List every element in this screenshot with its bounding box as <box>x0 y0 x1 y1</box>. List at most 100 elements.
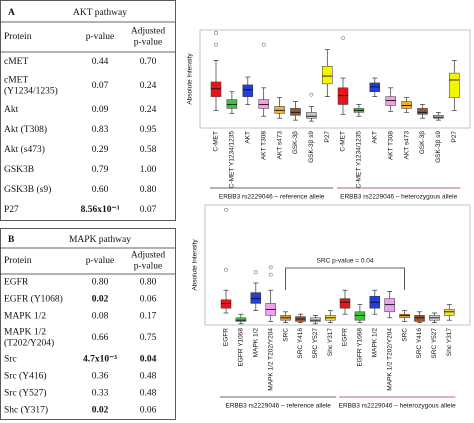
outlier <box>309 92 314 97</box>
box <box>250 292 262 304</box>
category-label: C-MET Y1234/1235 <box>356 131 363 189</box>
table-cell: EGFR <box>4 278 29 288</box>
box <box>310 317 321 322</box>
box <box>354 311 366 321</box>
box <box>258 99 269 109</box>
table-border <box>0 228 176 420</box>
category-label: GSK-3β s9 <box>308 131 315 163</box>
table-header: p-value <box>134 38 163 48</box>
significance-bracket <box>285 267 405 290</box>
category-label: Shc Y317 <box>446 328 453 356</box>
table-cell: 0.29 <box>92 145 109 155</box>
table-header: Adjusted <box>131 251 166 261</box>
category-label: SRC Y527 <box>312 328 319 359</box>
table-cell: Akt (T308) <box>4 124 47 135</box>
table-cell: 0.02 <box>92 406 109 416</box>
box <box>401 101 412 109</box>
category-label: GSK-3β <box>292 131 299 155</box>
table-cell: 0.70 <box>140 57 157 67</box>
table-cell: Src (Y527) <box>4 388 46 399</box>
box <box>433 115 444 119</box>
table-title: AKT pathway <box>73 8 127 18</box>
category-label: AKT <box>372 131 379 144</box>
table-cell: Src (Y416) <box>4 371 46 382</box>
table-cell: cMET <box>4 57 28 67</box>
category-label: EGFR <box>223 328 230 346</box>
category-label: EGFR Y1068 <box>238 328 245 367</box>
box <box>339 298 351 309</box>
box <box>414 315 425 322</box>
table-cell: 0.80 <box>140 185 157 195</box>
category-label: MAPK 1/2 T202/Y204 <box>386 328 393 391</box>
table-header: p-value <box>86 32 115 42</box>
category-label: SRC Y416 <box>297 328 304 359</box>
category-label: GSK-3β s9 <box>435 131 442 163</box>
table-border <box>0 0 176 221</box>
table-cell: 0.44 <box>92 57 109 67</box>
table-cell: Akt <box>4 105 19 115</box>
table-cell: 0.95 <box>140 125 157 135</box>
table-cell: MAPK 1/2 <box>4 312 46 322</box>
table-cell: 0.17 <box>140 312 157 322</box>
group-label: ERBB3 rs2229046 – heterozygous allele <box>339 403 456 410</box>
category-label: MAPK 1/2 <box>372 328 379 358</box>
table-cell: 0.60 <box>92 185 109 195</box>
group-label: ERBB3 rs2229046 – reference allele <box>225 403 331 410</box>
category-label: GSK-3β <box>419 131 426 155</box>
table-cell: cMET <box>4 76 28 86</box>
table-cell: 0.06 <box>140 295 157 305</box>
table-cell: 0.79 <box>92 165 109 175</box>
group-label: ERBB3 rs2229046 – heterozygous allele <box>340 194 457 201</box>
table-cell: 0.08 <box>92 312 109 322</box>
table-cell: 0.83 <box>92 125 109 135</box>
category-label: SRC <box>282 328 289 342</box>
table-cell: Src <box>4 355 17 365</box>
y-axis-label: Absolute Intensity <box>192 239 199 291</box>
box <box>322 66 333 85</box>
category-label: SRC <box>401 328 408 342</box>
table-cell: EGFR (Y1068) <box>4 294 63 305</box>
category-label: EGFR Y1068 <box>357 328 364 367</box>
table-header: Protein <box>4 32 32 42</box>
table-cell: 0.02 <box>92 295 109 305</box>
table-cell: 4.7x10⁻³ <box>83 355 117 365</box>
outlier <box>224 267 228 272</box>
group-label: ERBB3 rs2229046 – reference allele <box>219 194 325 201</box>
table-cell: 0.48 <box>140 389 157 399</box>
table-cell: 0.80 <box>92 278 109 288</box>
table-cell: GSK3B (s9) <box>4 184 51 195</box>
box <box>385 96 396 106</box>
box <box>210 81 222 97</box>
table-cell: 0.75 <box>140 333 157 343</box>
outlier <box>268 272 273 277</box>
table-cell: 0.80 <box>140 278 157 288</box>
category-label: P27 <box>324 131 331 143</box>
plot-frame <box>204 204 471 326</box>
category-label: P27 <box>451 131 458 143</box>
box <box>369 82 381 92</box>
box <box>290 108 301 116</box>
box <box>226 99 238 109</box>
table-cell: 0.24 <box>140 105 157 115</box>
table-cell: 0.48 <box>140 372 157 382</box>
annotation: SRC p-value = 0.04 <box>317 258 374 265</box>
table-header: Adjusted <box>131 27 166 37</box>
box <box>384 298 395 313</box>
category-label: C-MET <box>340 131 347 152</box>
category-label: MAPK 1/2 <box>253 328 260 358</box>
table-cell: 0.04 <box>140 355 157 365</box>
table-header: Protein <box>4 256 32 266</box>
outlier <box>268 265 273 270</box>
outlier <box>261 42 266 47</box>
outlier <box>214 42 218 47</box>
category-label: C-MET Y1234/1235 <box>229 131 236 189</box>
category-label: C-MET <box>213 131 220 152</box>
box <box>274 106 285 114</box>
panel-letter: B <box>8 235 15 245</box>
outlier <box>341 35 345 40</box>
table-cell: GSK3B <box>4 165 34 175</box>
table-cell: Akt (s473) <box>4 144 45 155</box>
y-axis-label: Absolute Intensity <box>187 53 194 105</box>
table-cell: Shc (Y317) <box>4 405 48 416</box>
